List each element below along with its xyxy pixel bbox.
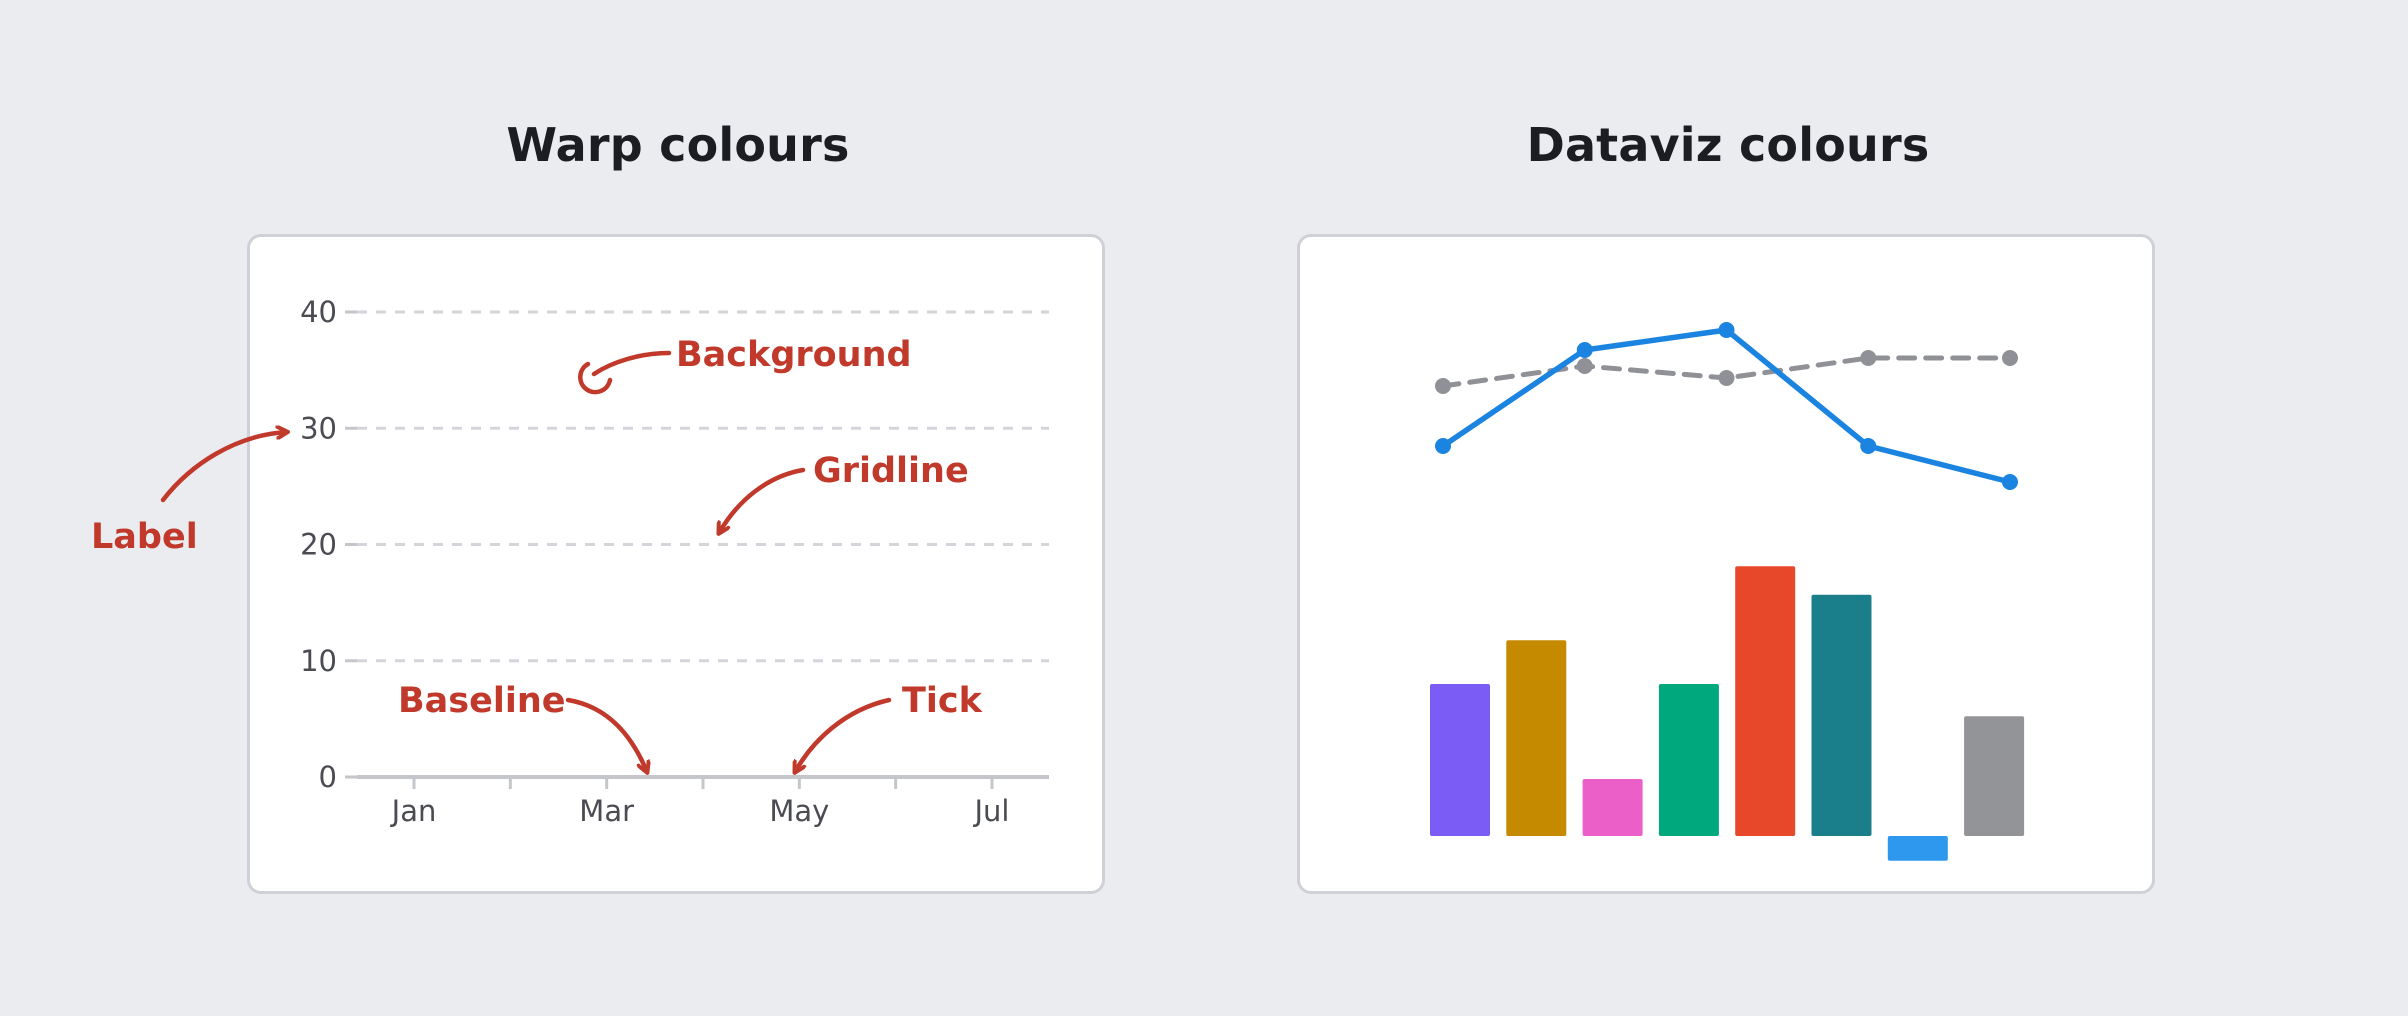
- tick-arrow: [795, 697, 892, 772]
- gridline-arrow: [719, 467, 806, 533]
- bar: [1582, 779, 1643, 836]
- annotation-tick: Tick: [902, 681, 983, 721]
- bar: [1430, 684, 1490, 836]
- bar: [1964, 716, 2025, 836]
- warp-chart-card: [247, 234, 1105, 894]
- background-arrow: [591, 350, 672, 377]
- bar: [1658, 684, 1719, 836]
- y-tick-label: 10: [300, 644, 337, 678]
- warp-axis-chart: 0 10 20 30 40 Jan Mar May Jul: [300, 295, 1049, 828]
- y-tick-label: 0: [319, 760, 337, 794]
- warp-colours-title: Warp colours: [506, 118, 850, 172]
- gray-series-point: [1718, 370, 1735, 386]
- x-tick-label: May: [769, 794, 829, 828]
- bar: [1887, 836, 1948, 861]
- dataviz-chart: [1430, 322, 2025, 861]
- annotations-layer: Background Gridline Label Baseline Tick: [91, 335, 983, 772]
- gray-series-point: [1860, 350, 1877, 366]
- bar: [1735, 566, 1796, 836]
- blue-series-point: [1718, 322, 1735, 338]
- background-target-icon: [578, 361, 613, 395]
- annotation-gridline: Gridline: [813, 451, 969, 491]
- blue-series-line: [1440, 327, 2013, 485]
- annotation-background: Background: [676, 335, 912, 375]
- y-tick-label: 40: [300, 295, 337, 329]
- blue-series-point: [1576, 342, 1593, 358]
- gray-series-point: [1576, 358, 1593, 374]
- label-arrow: [160, 432, 287, 503]
- x-tick-label: Mar: [579, 794, 634, 828]
- gray-series-point: [1435, 378, 1451, 394]
- x-tick-label: Jan: [390, 794, 437, 828]
- y-tick-label: 30: [300, 411, 337, 445]
- bar: [1811, 594, 1872, 836]
- gray-series-point: [2002, 350, 2018, 366]
- blue-series-point: [1860, 438, 1877, 454]
- x-tick-label: Jul: [973, 794, 1010, 828]
- annotation-baseline: Baseline: [398, 681, 566, 721]
- blue-series-point: [2002, 474, 2018, 490]
- blue-series-point: [1435, 438, 1451, 454]
- dataviz-colours-title: Dataviz colours: [1526, 118, 1930, 172]
- baseline-arrow: [565, 697, 647, 772]
- y-tick-label: 20: [300, 528, 337, 562]
- bar: [1506, 640, 1567, 836]
- annotation-label: Label: [91, 517, 198, 557]
